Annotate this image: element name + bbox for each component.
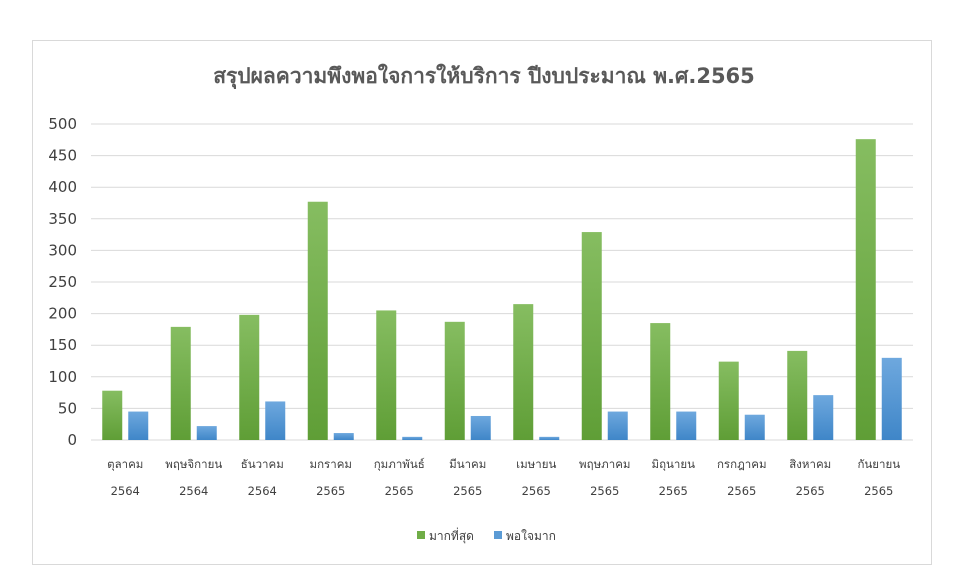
- y-tick-label: 0: [67, 431, 77, 449]
- bar-most-satisfied: [444, 321, 465, 440]
- x-tick-year: 2565: [316, 484, 345, 498]
- bar-most-satisfied: [581, 232, 602, 440]
- bar-chart: สรุปผลความพึงพอใจการให้บริการ ปีงบประมาณ…: [48, 63, 913, 544]
- x-tick-month: มกราคม: [310, 457, 352, 471]
- y-tick-label: 300: [48, 241, 77, 259]
- bar-very-satisfied: [333, 433, 354, 440]
- y-tick-label: 500: [48, 115, 77, 133]
- bars: [102, 139, 902, 440]
- bar-very-satisfied: [607, 411, 628, 440]
- legend-label: พอใจมาก: [506, 529, 556, 543]
- bar-very-satisfied: [128, 411, 149, 440]
- x-tick-month: พฤษจิกายน: [165, 457, 222, 471]
- y-axis-ticks: 0 50 100 150 200 250 300 350 400 450 500: [48, 115, 77, 449]
- x-tick-month: กรกฎาคม: [717, 457, 767, 471]
- x-tick-month: ตุลาคม: [107, 457, 143, 471]
- x-tick-month: เมษายน: [516, 457, 556, 471]
- bar-most-satisfied: [307, 201, 328, 440]
- x-tick-year: 2564: [111, 484, 140, 498]
- legend-label: มากที่สุด: [429, 527, 474, 544]
- y-tick-label: 350: [48, 210, 77, 228]
- bar-most-satisfied: [102, 390, 123, 440]
- x-tick-month: มิถุนายน: [652, 457, 696, 471]
- x-tick-year: 2565: [453, 484, 482, 498]
- y-tick-label: 400: [48, 178, 77, 196]
- bar-most-satisfied: [239, 314, 260, 440]
- x-tick-year: 2565: [385, 484, 414, 498]
- y-tick-label: 100: [48, 368, 77, 386]
- bar-most-satisfied: [718, 361, 739, 440]
- bar-very-satisfied: [813, 395, 834, 440]
- x-tick-month: กันยายน: [857, 457, 900, 471]
- legend-swatch: [417, 531, 425, 539]
- x-tick-month: ธันวาคม: [241, 457, 284, 471]
- y-tick-label: 450: [48, 147, 77, 165]
- bar-most-satisfied: [855, 139, 876, 440]
- x-axis-ticks: ตุลาคม 2564 พฤษจิกายน 2564 ธันวาคม 2564 มกราคม…: [107, 457, 900, 498]
- bar-very-satisfied: [881, 357, 902, 440]
- x-tick-month: กุมภาพันธ์: [374, 457, 425, 471]
- x-tick-year: 2565: [727, 484, 756, 498]
- gridlines: [91, 123, 913, 441]
- bar-very-satisfied: [265, 401, 286, 440]
- bar-most-satisfied: [513, 304, 534, 440]
- legend: มากที่สุด พอใจมาก: [417, 527, 556, 544]
- x-tick-year: 2564: [248, 484, 277, 498]
- y-tick-label: 50: [58, 399, 77, 417]
- bar-very-satisfied: [744, 414, 765, 440]
- bar-very-satisfied: [676, 411, 697, 440]
- x-tick-month: มีนาคม: [449, 457, 486, 471]
- y-tick-label: 150: [48, 336, 77, 354]
- bar-most-satisfied: [650, 323, 671, 440]
- x-tick-year: 2565: [659, 484, 688, 498]
- bar-very-satisfied: [539, 436, 560, 440]
- x-tick-year: 2564: [179, 484, 208, 498]
- legend-swatch: [494, 531, 502, 539]
- x-tick-year: 2565: [796, 484, 825, 498]
- chart-frame: สรุปผลความพึงพอใจการให้บริการ ปีงบประมาณ…: [32, 40, 932, 565]
- bar-very-satisfied: [470, 415, 491, 440]
- x-tick-year: 2565: [590, 484, 619, 498]
- x-tick-year: 2565: [522, 484, 551, 498]
- bar-most-satisfied: [170, 326, 191, 440]
- x-tick-month: พฤษภาคม: [579, 457, 630, 471]
- x-tick-month: สิงหาคม: [789, 457, 831, 471]
- bar-very-satisfied: [402, 436, 423, 440]
- bar-most-satisfied: [787, 350, 808, 440]
- y-tick-label: 250: [48, 273, 77, 291]
- bar-most-satisfied: [376, 310, 397, 440]
- bar-very-satisfied: [196, 426, 217, 440]
- y-tick-label: 200: [48, 305, 77, 323]
- x-tick-year: 2565: [864, 484, 893, 498]
- chart-title: สรุปผลความพึงพอใจการให้บริการ ปีงบประมาณ…: [213, 63, 755, 90]
